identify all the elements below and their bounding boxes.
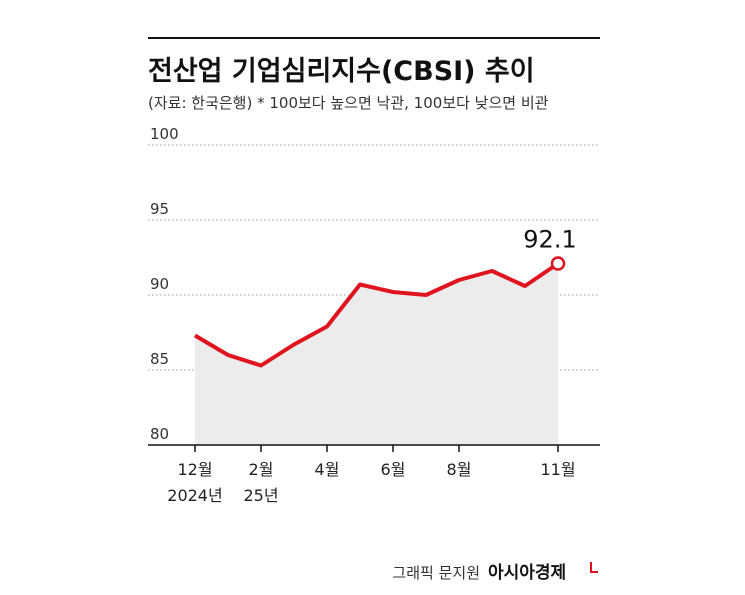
area bbox=[195, 263, 558, 445]
x-tick-label: 6월 bbox=[381, 460, 406, 479]
x-tick-sublabel: 2024년 bbox=[167, 486, 222, 505]
chart-title: 전산업 기업심리지수(CBSI) 추이 bbox=[148, 56, 535, 87]
y-tick-label: 100 bbox=[150, 125, 179, 143]
x-tick-sublabel: 25년 bbox=[243, 486, 278, 505]
chart-subtitle: (자료: 한국은행) * 100보다 높으면 낙관, 100보다 낮으면 비관 bbox=[148, 94, 549, 112]
y-tick-label: 95 bbox=[150, 200, 169, 218]
x-tick-label: 12월 bbox=[177, 460, 212, 479]
y-tick-label: 80 bbox=[150, 425, 169, 443]
x-tick-label: 11월 bbox=[540, 460, 575, 479]
x-tick-label: 2월 bbox=[249, 460, 274, 479]
y-tick-label: 90 bbox=[150, 275, 169, 293]
x-tick-label: 4월 bbox=[315, 460, 340, 479]
brand: 아시아경제 bbox=[488, 563, 566, 583]
brand-icon bbox=[590, 562, 598, 573]
y-tick-label: 85 bbox=[150, 350, 169, 368]
x-tick-label: 8월 bbox=[447, 460, 472, 479]
credit: 그래픽 문지원 bbox=[392, 564, 480, 582]
data-label: 92.1 bbox=[523, 226, 576, 254]
line bbox=[193, 261, 560, 368]
last-point bbox=[550, 256, 566, 271]
